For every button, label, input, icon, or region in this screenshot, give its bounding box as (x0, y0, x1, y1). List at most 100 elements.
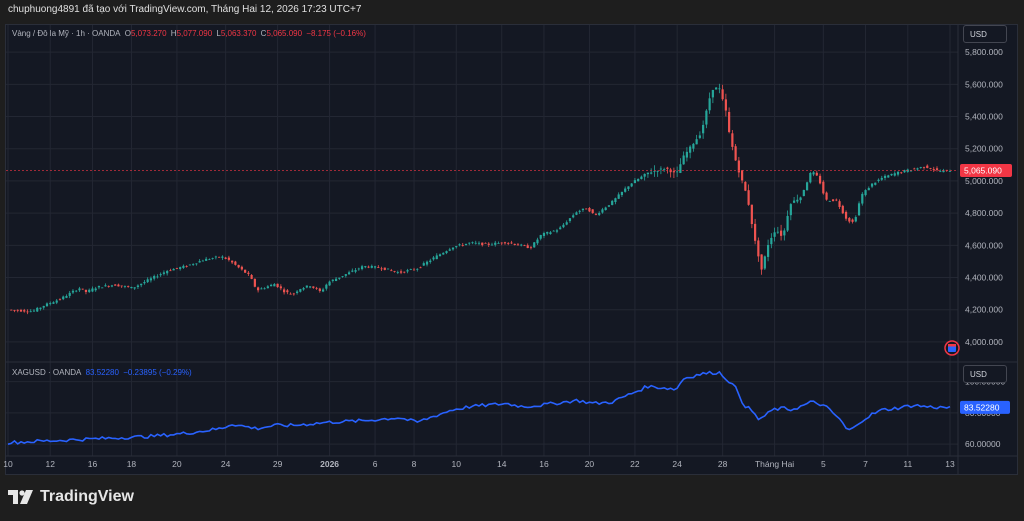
time-tick-label: 16 (88, 459, 98, 469)
candle-body (114, 284, 117, 286)
close-label: C (260, 29, 267, 38)
price-axis-main: 4,000.000 4,200.000 4,400.000 4,600.000 4,80… (965, 47, 1003, 347)
candle-body (253, 278, 256, 287)
candle-body (529, 247, 533, 249)
candle-body (71, 290, 75, 293)
candle-body (770, 237, 773, 245)
candle-body (133, 287, 136, 289)
candle-body (45, 303, 49, 307)
candle-body (237, 264, 240, 268)
candle-body (276, 283, 279, 288)
candle-body (19, 309, 23, 312)
candle-body (211, 258, 214, 259)
candle-body (799, 197, 802, 201)
sub-symbol-label: XAGUSD · OANDA (12, 368, 82, 377)
candle-body (536, 239, 539, 244)
candle-body (585, 208, 588, 210)
candle-body (815, 172, 818, 176)
candle-body (604, 207, 607, 211)
brand-footer[interactable]: TradingView (8, 488, 134, 506)
candle-body (705, 110, 708, 125)
candle-body (266, 286, 269, 289)
main-change: −8.175 (−0.16%) (306, 29, 366, 38)
candle-body (357, 268, 360, 270)
candle-body (601, 209, 604, 213)
candle-body (42, 305, 45, 308)
candle-body (383, 267, 386, 270)
candle-body (120, 285, 123, 287)
candle-body (867, 188, 870, 191)
candle-body (568, 218, 572, 222)
candle-body (870, 183, 874, 187)
close-value: 5,065.090 (266, 29, 303, 38)
candle-body (643, 173, 646, 177)
candle-body (260, 288, 263, 290)
candle-body (270, 284, 273, 287)
candle-body (458, 244, 461, 246)
candle-body (341, 276, 344, 277)
candle-body (263, 288, 266, 290)
candle-body (760, 254, 763, 270)
time-tick-label: 22 (630, 459, 640, 469)
candle-body (308, 286, 312, 288)
candle-body (305, 285, 308, 288)
candle-body (763, 256, 766, 269)
candle-body (818, 175, 822, 184)
candle-body (922, 166, 926, 168)
candle-body (315, 287, 318, 289)
candle-body (630, 183, 633, 187)
candle-body (581, 208, 585, 211)
price-tick-label: 5,200.000 (965, 144, 1003, 154)
candle-body (721, 89, 724, 100)
candle-body (26, 311, 29, 313)
candle-body (698, 135, 701, 138)
candle-body (201, 260, 204, 262)
candle-body (874, 182, 877, 185)
candle-body (779, 230, 783, 236)
candle-body (520, 244, 523, 246)
candle-body (123, 286, 127, 287)
candle-body (702, 124, 705, 134)
candle-body (179, 267, 182, 269)
candle-body (500, 242, 503, 244)
calendar-event-icon[interactable] (944, 340, 960, 356)
candle-body (429, 260, 432, 263)
candle-body (783, 230, 786, 236)
currency-button-main[interactable]: USD (963, 25, 1007, 43)
candle-body (218, 256, 221, 258)
time-tick-label: 5 (821, 459, 826, 469)
candle-body (422, 263, 425, 266)
candle-body (766, 244, 770, 257)
candle-body (156, 276, 159, 278)
candle-body (507, 243, 510, 244)
candle-body (442, 252, 445, 255)
candle-body (747, 190, 750, 205)
chart-frame[interactable] (5, 24, 1018, 475)
candle-body (328, 281, 331, 286)
candle-body (685, 151, 688, 158)
candle-body (185, 266, 188, 267)
candle-body (325, 284, 328, 289)
currency-button-sub[interactable]: USD (963, 365, 1007, 383)
time-axis: 10 12 16 18 20 24 29 2026 6 8 10 14 16 20 22 24 28 Tháng … (3, 459, 955, 469)
candle-body (539, 235, 542, 239)
candle-body (497, 242, 500, 244)
last-value-badge (960, 400, 1010, 414)
candle-body (754, 223, 757, 241)
candle-body (295, 291, 299, 294)
candle-body (65, 296, 68, 298)
candle-body (883, 175, 887, 178)
candle-body (172, 268, 175, 271)
candle-body (932, 168, 935, 170)
candle-body (403, 271, 406, 273)
candle-body (16, 309, 19, 311)
candle-body (598, 212, 601, 215)
candle-body (97, 286, 101, 288)
candle-body (159, 274, 162, 276)
candle-body (425, 261, 429, 265)
candle-body (935, 168, 939, 170)
candle-body (107, 286, 110, 287)
candle-body (848, 218, 851, 222)
candle-body (55, 300, 58, 303)
